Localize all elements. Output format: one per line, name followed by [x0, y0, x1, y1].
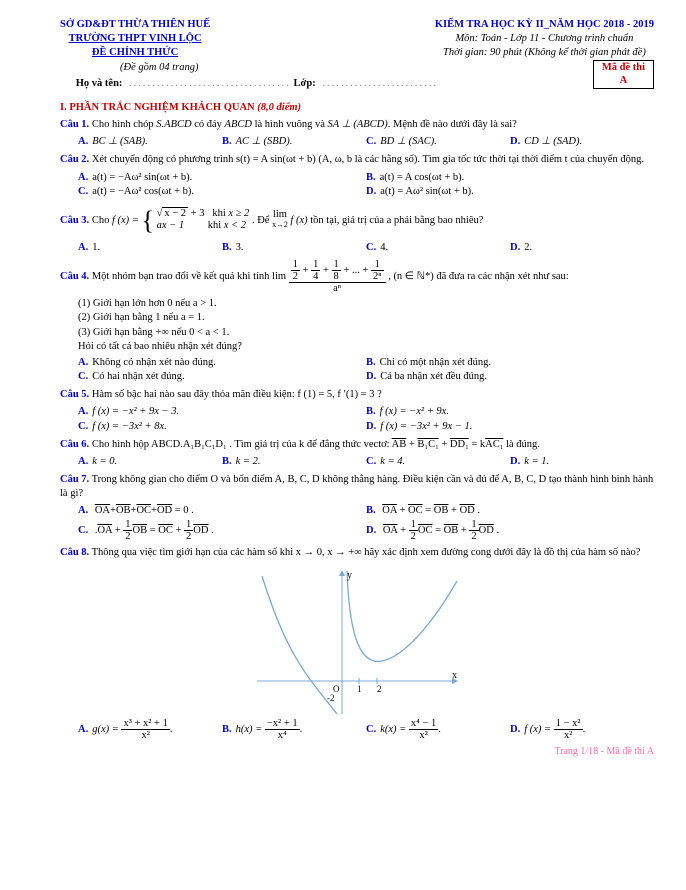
page-footer: Trang 1/18 - Mã đề thi A — [60, 745, 654, 759]
section-points: (8,0 điểm) — [257, 102, 301, 113]
q8: Câu 8. Thông qua việc tìm giới hạn của c… — [60, 546, 654, 560]
header-right: KIỂM TRA HỌC KỲ II_NĂM HỌC 2018 - 2019 M… — [435, 18, 654, 61]
q4: Câu 4. Một nhóm bạn trao đổi về kết quả … — [60, 259, 654, 294]
exam-code-box: Mã đề thi A — [593, 60, 654, 89]
q4-options: A.Không có nhận xét nào đúng. B.Chỉ có m… — [78, 356, 654, 384]
svg-text:1: 1 — [357, 684, 362, 694]
q4-statements: (1) Giới hạn lớn hơn 0 nếu a > 1. (2) Gi… — [78, 297, 654, 354]
q6-options: A.k = 0. B.k = 2. C.k = 4. D.k = 1. — [78, 455, 654, 469]
svg-text:-2: -2 — [327, 693, 335, 703]
q3-label: Câu 3. — [60, 215, 89, 226]
svg-text:2: 2 — [377, 684, 382, 694]
q5-options: A.f (x) = −x² + 9x − 3. B.f (x) = −x² + … — [78, 405, 654, 433]
header: SỞ GD&ĐT THỪA THIÊN HUẾ TRƯỜNG THPT VINH… — [60, 18, 654, 61]
section-name: I. PHẦN TRẮC NGHIỆM KHÁCH QUAN — [60, 102, 257, 113]
name-line: Họ và tên: .............................… — [60, 77, 654, 91]
school: TRƯỜNG THPT VINH LỘC — [60, 32, 210, 46]
duration: Thời gian: 90 phút (Không kể thời gian p… — [435, 46, 654, 60]
dept: SỞ GD&ĐT THỪA THIÊN HUẾ — [60, 18, 210, 32]
q7-options: A. OA+OB+OC+OD = 0 . B. OA + OC = OB + O… — [78, 504, 654, 541]
svg-text:y: y — [347, 570, 352, 581]
q2-label: Câu 2. — [60, 154, 89, 165]
name-label: Họ và tên: — [76, 78, 123, 89]
q3-options: A.1. B.3. C.4. D.2. — [78, 241, 654, 255]
q6-label: Câu 6. — [60, 439, 89, 450]
name-dots: ................................... — [129, 78, 291, 89]
q2: Câu 2. Xét chuyển động có phương trình s… — [60, 153, 654, 167]
q7: Câu 7. Trong không gian cho điểm O và bố… — [60, 473, 654, 501]
q8-chart: x y O 1 2 -2 — [247, 566, 467, 716]
exam-page: SỞ GD&ĐT THỪA THIÊN HUẾ TRƯỜNG THPT VINH… — [0, 0, 686, 890]
exam-code-label: Mã đề thi — [602, 62, 645, 75]
svg-text:x: x — [452, 670, 457, 681]
class-dots: ......................... — [322, 78, 438, 89]
q3: Câu 3. Cho f (x) = { √x − 2 + 3 khi x ≥ … — [60, 203, 654, 238]
subject: Môn: Toán - Lớp 11 - Chương trình chuẩn — [435, 32, 654, 46]
q5-label: Câu 5. — [60, 389, 89, 400]
exam-title: KIỂM TRA HỌC KỲ II_NĂM HỌC 2018 - 2019 — [435, 18, 654, 32]
q8-label: Câu 8. — [60, 547, 89, 558]
q1: Câu 1. Cho hình chóp S.ABCD có đáy ABCD … — [60, 118, 654, 132]
q8-options: A.g(x) = x³ + x² + 1x². B.h(x) = −x² + 1… — [78, 718, 654, 741]
q2-options: A.a(t) = −Aω² sin(ωt + b). B.a(t) = A co… — [78, 171, 654, 199]
q4-label: Câu 4. — [60, 271, 89, 282]
q1-options: A.BC ⊥ (SAB). B.AC ⊥ (SBD). C.BD ⊥ (SAC)… — [78, 135, 654, 149]
pagecount-row: (Đề gồm 04 trang) — [60, 61, 654, 75]
q5: Câu 5. Hàm số bậc hai nào sau đây thỏa m… — [60, 388, 654, 402]
section-title: I. PHẦN TRẮC NGHIỆM KHÁCH QUAN (8,0 điểm… — [60, 101, 654, 115]
official: ĐỀ CHÍNH THỨC — [60, 46, 210, 60]
q6: Câu 6. Cho hình hộp ABCD.A₁B₁C₁D₁ . Tìm … — [60, 438, 654, 452]
brace-icon: { — [141, 206, 153, 235]
exam-code-value: A — [602, 75, 645, 88]
header-left: SỞ GD&ĐT THỪA THIÊN HUẾ TRƯỜNG THPT VINH… — [60, 18, 210, 61]
page-count: (Đề gồm 04 trang) — [120, 61, 198, 75]
q7-label: Câu 7. — [60, 474, 89, 485]
q1-label: Câu 1. — [60, 119, 89, 130]
class-label: Lớp: — [294, 78, 316, 89]
